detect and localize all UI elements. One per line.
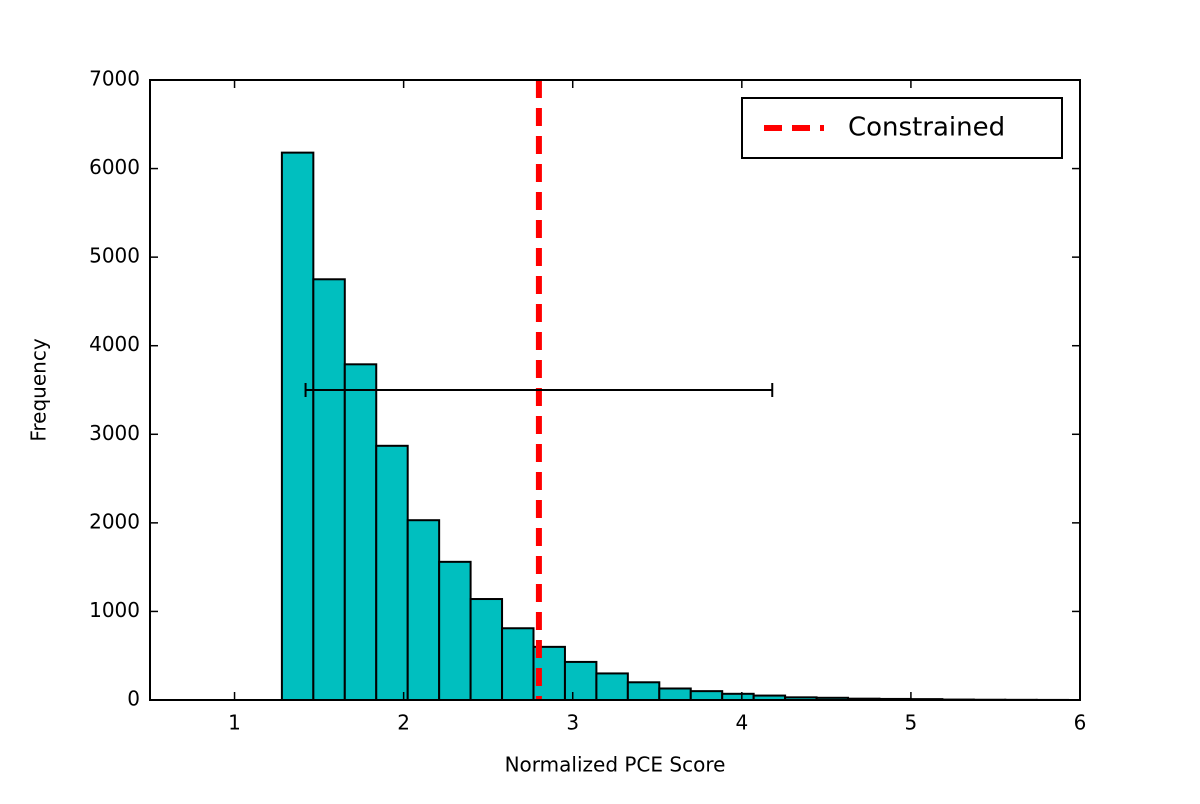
bar: [565, 662, 596, 700]
y-tick-label: 3000: [89, 421, 140, 445]
bar: [691, 691, 722, 700]
bar: [439, 562, 470, 700]
bar: [282, 153, 313, 700]
y-tick-label: 6000: [89, 155, 140, 179]
x-axis-label: Normalized PCE Score: [505, 753, 726, 777]
bar: [628, 682, 659, 700]
bar: [345, 364, 376, 700]
x-tick-label: 3: [566, 711, 579, 735]
y-tick-label: 4000: [89, 332, 140, 356]
bar: [502, 628, 533, 700]
y-tick-label: 1000: [89, 598, 140, 622]
x-tick-label: 6: [1074, 711, 1087, 735]
x-tick-label: 5: [905, 711, 918, 735]
y-tick-label: 2000: [89, 509, 140, 533]
y-tick-label: 5000: [89, 244, 140, 268]
y-axis-label: Frequency: [27, 338, 51, 441]
y-tick-label: 0: [127, 687, 140, 711]
bar: [471, 599, 502, 700]
x-tick-label: 4: [735, 711, 748, 735]
bar: [408, 520, 439, 700]
bar: [376, 446, 407, 700]
y-tick-label: 7000: [89, 67, 140, 91]
x-tick-label: 1: [228, 711, 241, 735]
bar: [313, 279, 344, 700]
bar: [596, 673, 627, 700]
legend-label: Constrained: [848, 113, 1005, 143]
bar: [659, 688, 690, 700]
x-tick-label: 2: [397, 711, 410, 735]
